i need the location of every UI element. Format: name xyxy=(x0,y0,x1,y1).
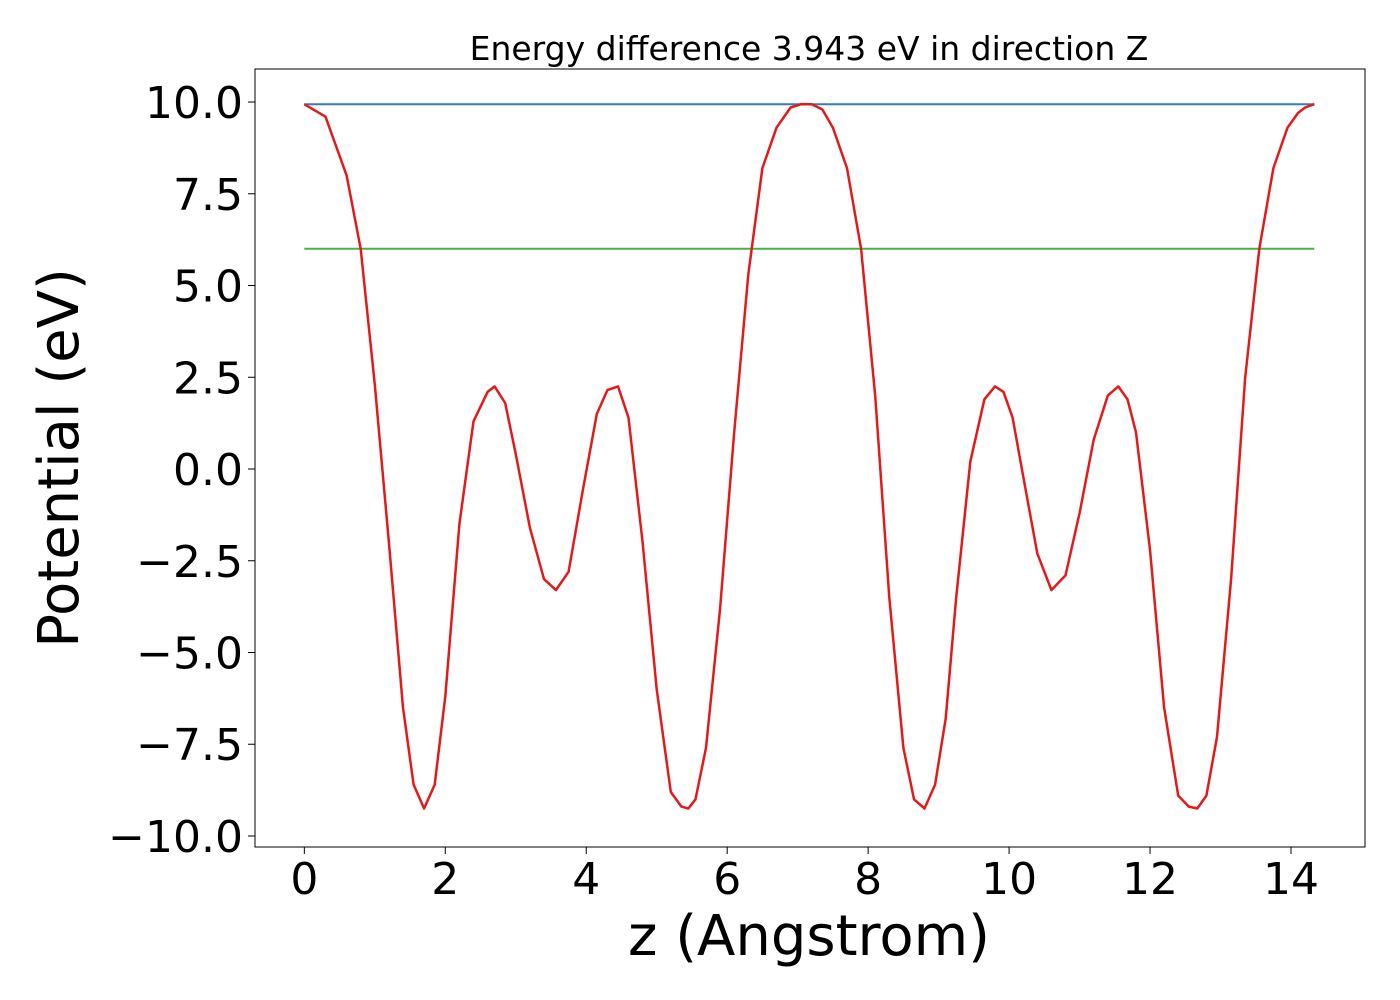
x-tick-label: 4 xyxy=(572,854,600,905)
series-layer xyxy=(303,102,1315,810)
x-axis-label: z (Angstrom) xyxy=(628,904,990,969)
y-tick-label: −5.0 xyxy=(136,629,243,680)
y-tick-label: −2.5 xyxy=(136,537,243,588)
series-line-0 xyxy=(303,102,1315,810)
x-tick-label: 12 xyxy=(1122,854,1178,905)
x-tick-label: 10 xyxy=(981,854,1037,905)
y-tick-label: −10.0 xyxy=(108,812,243,863)
y-tick-label: 10.0 xyxy=(145,78,243,129)
x-tick-label: 6 xyxy=(713,854,741,905)
x-tick-label: 14 xyxy=(1263,854,1319,905)
plot-area xyxy=(254,68,1366,848)
x-tick-label: 2 xyxy=(431,854,459,905)
y-axis-ticks: 10.0 7.5 5.0 2.5 0.0 −2.5 −5.0 −7.5 −10.0 xyxy=(108,78,255,863)
x-tick-label: 0 xyxy=(290,854,318,905)
y-axis-label: Potential (eV) xyxy=(27,268,92,648)
axes-frame xyxy=(254,68,1366,848)
chart-title: Energy difference 3.943 eV in direction … xyxy=(470,29,1149,68)
y-tick-label: 7.5 xyxy=(173,170,243,221)
y-tick-label: 2.5 xyxy=(173,353,243,404)
x-tick-label: 8 xyxy=(854,854,882,905)
y-tick-label: −7.5 xyxy=(136,720,243,771)
y-tick-label: 0.0 xyxy=(173,445,243,496)
y-tick-label: 5.0 xyxy=(173,262,243,313)
x-axis-ticks: 0 2 4 6 8 10 12 14 xyxy=(290,847,1319,905)
